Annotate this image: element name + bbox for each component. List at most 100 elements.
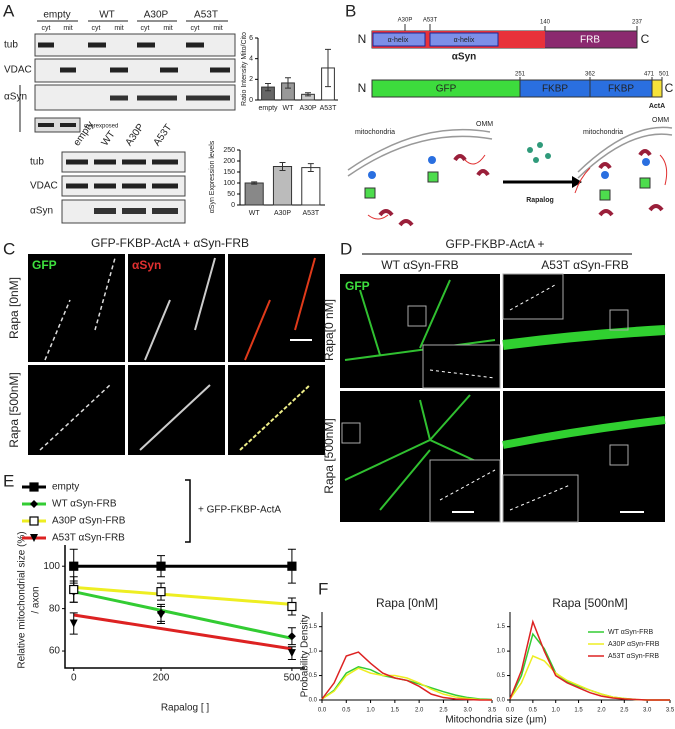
y-tick-label: 1.5 bbox=[309, 624, 318, 630]
domain-label: GFP bbox=[436, 84, 457, 95]
x-tick-label: 0.0 bbox=[318, 708, 327, 714]
legend-label: empty bbox=[52, 482, 79, 493]
channel-label: GFP bbox=[32, 258, 57, 272]
error-bar bbox=[305, 92, 311, 97]
fit-line bbox=[73, 613, 293, 651]
scheme-label: OMM bbox=[652, 117, 669, 124]
position: 251 bbox=[515, 72, 526, 78]
marker bbox=[69, 561, 79, 571]
y-tick-label: 0.0 bbox=[309, 698, 318, 704]
y-tick-label: 1.5 bbox=[497, 624, 506, 630]
marker bbox=[287, 561, 297, 571]
scheme-label: OMM bbox=[476, 121, 493, 128]
protein-name: αSyn bbox=[452, 52, 477, 63]
domain bbox=[429, 32, 499, 47]
row-label: Rapa [0nM] bbox=[7, 277, 21, 339]
position: 501 bbox=[659, 72, 670, 78]
lane-label: A53T bbox=[194, 10, 218, 21]
tick bbox=[519, 77, 663, 80]
density-line bbox=[321, 667, 493, 701]
marker bbox=[287, 649, 296, 658]
terminus: N bbox=[358, 81, 367, 95]
fraction-label: cyt bbox=[141, 25, 150, 32]
x-tick-label: 1.5 bbox=[574, 708, 583, 714]
y-axis-label: αSyn Expression levels bbox=[209, 140, 216, 213]
y-tick-label: 0 bbox=[231, 202, 235, 209]
marker bbox=[69, 619, 78, 628]
panel-label: E bbox=[3, 471, 14, 490]
scheme-label: mitochondria bbox=[355, 129, 395, 136]
micrographs-d bbox=[340, 273, 666, 523]
row-label: tub bbox=[30, 157, 44, 168]
x-tick-label: 1.0 bbox=[366, 708, 375, 714]
density-line bbox=[321, 665, 493, 701]
bar bbox=[301, 167, 321, 206]
x-tick-label: A53T bbox=[302, 210, 319, 217]
x-tick-label: 3.0 bbox=[643, 708, 652, 714]
y-tick-label: 100 bbox=[43, 561, 60, 572]
panel-title: GFP-FKBP-ActA + bbox=[445, 237, 544, 251]
error-bar bbox=[307, 163, 314, 173]
marker bbox=[30, 500, 38, 508]
legend-label: A30P αSyn-FRB bbox=[52, 516, 126, 527]
domain bbox=[651, 79, 663, 98]
panel-label: A bbox=[3, 1, 15, 20]
position: 237 bbox=[632, 20, 643, 26]
error-bar bbox=[325, 48, 331, 88]
band bbox=[66, 159, 178, 189]
micrographs-c bbox=[28, 254, 325, 455]
domain-label: ActA bbox=[649, 103, 665, 110]
panel-label: C bbox=[3, 239, 15, 258]
position: 140 bbox=[540, 20, 551, 26]
channel-label: GFP bbox=[345, 279, 370, 293]
chart-title: Rapa [0nM] bbox=[376, 596, 438, 610]
row-label: tub bbox=[4, 40, 18, 51]
lane-label: WT bbox=[99, 10, 115, 21]
row-label: Rapa [500nM] bbox=[7, 372, 21, 447]
channel-label: αSyn bbox=[132, 258, 161, 272]
x-axis-label: Rapalog [ ] bbox=[161, 703, 210, 714]
domain-label: α-helix bbox=[454, 37, 475, 44]
marker bbox=[29, 516, 39, 526]
legend-label: A53T αSyn-FRB bbox=[608, 653, 659, 660]
y-tick-label: 4 bbox=[249, 56, 253, 63]
domain-label: FRB bbox=[580, 35, 600, 46]
bar bbox=[244, 182, 264, 206]
x-tick-label: 2.0 bbox=[415, 708, 424, 714]
fraction-label: mit bbox=[213, 25, 222, 32]
x-tick-label: 1.0 bbox=[552, 708, 561, 714]
y-tick-label: 0.0 bbox=[497, 698, 506, 704]
y-tick-label: 1.0 bbox=[497, 649, 506, 655]
x-tick-label: 3.0 bbox=[464, 708, 473, 714]
fit-line bbox=[73, 590, 293, 640]
x-tick-label: 2.5 bbox=[439, 708, 448, 714]
marker bbox=[156, 587, 166, 597]
error-bar bbox=[285, 77, 291, 89]
legend-label: A30P αSyn-FRB bbox=[608, 641, 660, 648]
blot-strip bbox=[34, 117, 81, 133]
y-tick-label: 1.0 bbox=[309, 649, 318, 655]
blot-top: empty WT A30P A53T cyt mit cyt mit cyt m… bbox=[4, 10, 236, 133]
y-axis-label: Ratio Intensity Mito/Cito bbox=[241, 32, 248, 106]
panel-label: D bbox=[340, 239, 352, 258]
y-tick-label: 250 bbox=[223, 147, 235, 154]
bar bbox=[272, 166, 293, 206]
x-tick-label: empty bbox=[258, 105, 278, 112]
error-bar bbox=[279, 162, 286, 171]
x-tick-label: 0 bbox=[71, 673, 77, 684]
panel-label: B bbox=[345, 1, 356, 20]
terminus: C bbox=[665, 81, 674, 95]
legend-note: + GFP-FKBP-ActA bbox=[198, 505, 281, 516]
x-tick-label: 3.5 bbox=[666, 708, 675, 714]
row-label: VDAC bbox=[30, 181, 58, 192]
mutation: A30P bbox=[398, 18, 413, 24]
fraction-label: cyt bbox=[92, 25, 101, 32]
panel-label: F bbox=[318, 579, 328, 598]
x-tick-label: 200 bbox=[153, 673, 170, 684]
terminus: N bbox=[358, 32, 367, 46]
y-tick-label: 100 bbox=[223, 180, 235, 187]
marker bbox=[287, 601, 297, 612]
y-tick-label: 200 bbox=[223, 158, 235, 165]
proteins bbox=[364, 149, 668, 227]
x-tick-label: A30P bbox=[274, 210, 291, 217]
